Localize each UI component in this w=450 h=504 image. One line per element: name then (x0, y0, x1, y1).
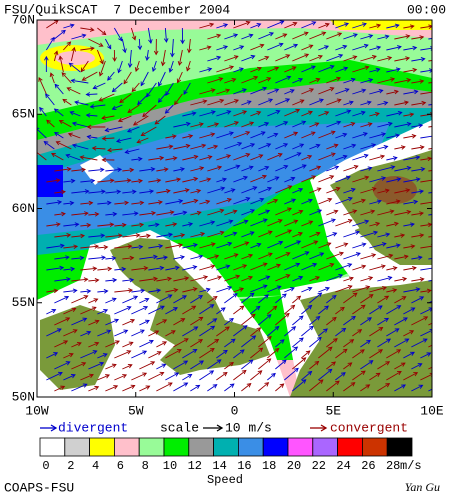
wind-vector (86, 94, 97, 95)
colorbar-label: 26 (361, 459, 375, 473)
title: FSU/QuikSCAT 7 December 2004 (4, 2, 230, 17)
wind-vector-head (436, 256, 440, 260)
colorbar-label: 28 (386, 459, 400, 473)
colorbar-unit: m/s (400, 459, 422, 473)
colorbar-swatch (164, 438, 189, 456)
wind-vector-head (438, 384, 442, 387)
colorbar-swatch (114, 438, 139, 456)
wind-vector-head (436, 80, 440, 84)
wind-vector-head (439, 168, 443, 172)
colorbar-swatch (238, 438, 263, 456)
colorbar-swatch (40, 438, 65, 456)
speed-band (330, 20, 432, 30)
legend-scale: scale (160, 420, 199, 435)
lat-label: 65N (12, 107, 35, 122)
wind-vector-head (435, 36, 439, 40)
wind-vector-head (441, 233, 445, 237)
legend-scale-value: 10 m/s (225, 420, 272, 435)
colorbar-label: 6 (117, 459, 124, 473)
wind-vector-head (439, 362, 443, 365)
colorbar-label: 16 (237, 459, 251, 473)
wind-vector-head (440, 123, 444, 127)
lon-label: 5E (325, 403, 341, 418)
colorbar-label: 0 (42, 459, 49, 473)
colorbar-label: 14 (212, 459, 226, 473)
colorbar-swatch (139, 438, 164, 456)
author: Yan Gu (405, 480, 440, 494)
colorbar-label: 20 (287, 459, 301, 473)
lon-label: 0 (231, 403, 239, 418)
wind-vector-head (436, 278, 440, 282)
lat-label: 60N (12, 201, 35, 216)
colorbar-label: 18 (262, 459, 276, 473)
wind-vector-head (434, 134, 438, 138)
colorbar-label: 4 (92, 459, 99, 473)
wind-vector-head (434, 342, 438, 345)
wind-vector-head (432, 178, 436, 182)
credit: COAPS-FSU (4, 480, 74, 495)
colorbar-swatch (65, 438, 90, 456)
colorbar-label: 12 (188, 459, 202, 473)
colorbar-swatch (189, 438, 214, 456)
lat-label: 50N (12, 389, 35, 404)
colorbar-label: 8 (142, 459, 149, 473)
lat-label: 55N (12, 295, 35, 310)
wind-vector-head (437, 190, 441, 194)
colorbar-label: 10 (163, 459, 177, 473)
wind-vector-head (442, 211, 446, 215)
lon-label: 5W (128, 403, 144, 418)
colorbar-label: 2 (67, 459, 74, 473)
wind-vector-head (437, 319, 441, 322)
wind-vector-head (435, 102, 439, 106)
colorbar-swatch (288, 438, 313, 456)
legend-divergent: divergent (58, 420, 128, 435)
colorbar-title: Speed (207, 473, 243, 487)
colorbar-swatch (387, 438, 412, 456)
colorbar-swatch (313, 438, 338, 456)
lon-label: 10W (25, 403, 49, 418)
time: 00:00 (407, 2, 446, 17)
colorbar-swatch (362, 438, 387, 456)
wind-vector-head (432, 266, 436, 270)
wind-vector-head (442, 57, 446, 61)
colorbar-swatch (90, 438, 115, 456)
colorbar-swatch (338, 438, 363, 456)
map-area (33, 20, 446, 397)
colorbar-swatch (263, 438, 288, 456)
colorbar-label: 24 (336, 459, 350, 473)
colorbar-label: 22 (312, 459, 326, 473)
lon-label: 10E (420, 403, 444, 418)
legend-convergent: convergent (330, 420, 408, 435)
wind-vector-head (434, 298, 438, 301)
wind-vector-head (435, 146, 439, 150)
colorbar-swatch (214, 438, 239, 456)
